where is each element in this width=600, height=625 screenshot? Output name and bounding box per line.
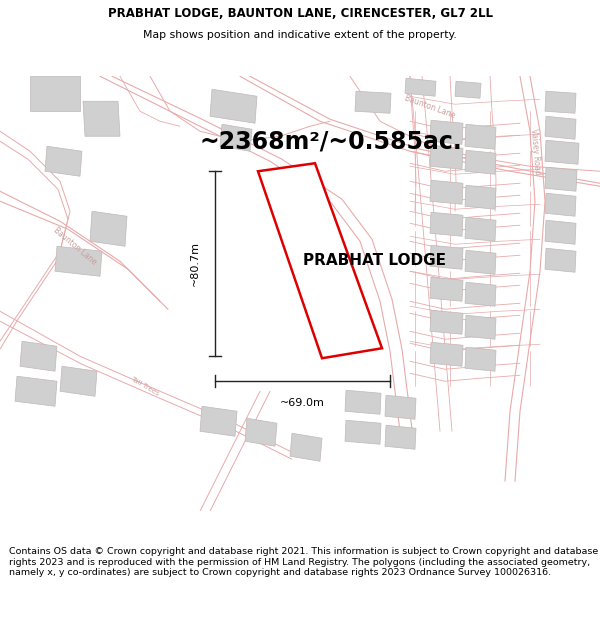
Polygon shape bbox=[90, 211, 127, 246]
Polygon shape bbox=[465, 150, 496, 174]
Polygon shape bbox=[55, 246, 102, 276]
Polygon shape bbox=[405, 78, 436, 96]
Text: Vaisey Road: Vaisey Road bbox=[529, 127, 542, 175]
Text: Tall Trees: Tall Trees bbox=[130, 376, 160, 397]
Polygon shape bbox=[465, 315, 496, 339]
Polygon shape bbox=[200, 406, 237, 436]
Polygon shape bbox=[430, 213, 463, 236]
Polygon shape bbox=[345, 390, 381, 414]
Polygon shape bbox=[385, 395, 416, 419]
Polygon shape bbox=[545, 91, 576, 113]
Text: Baunton Lane: Baunton Lane bbox=[52, 226, 98, 267]
Polygon shape bbox=[545, 193, 576, 216]
Polygon shape bbox=[430, 278, 463, 301]
Text: Map shows position and indicative extent of the property.: Map shows position and indicative extent… bbox=[143, 30, 457, 40]
Polygon shape bbox=[465, 124, 496, 149]
Polygon shape bbox=[465, 348, 496, 371]
Polygon shape bbox=[220, 124, 252, 151]
Text: Baunton Lane: Baunton Lane bbox=[404, 93, 457, 119]
Polygon shape bbox=[545, 116, 576, 139]
Text: Contains OS data © Crown copyright and database right 2021. This information is : Contains OS data © Crown copyright and d… bbox=[9, 548, 598, 577]
Polygon shape bbox=[385, 425, 416, 449]
Polygon shape bbox=[545, 248, 576, 272]
Polygon shape bbox=[430, 180, 463, 204]
Polygon shape bbox=[430, 310, 463, 334]
Text: ~2368m²/~0.585ac.: ~2368m²/~0.585ac. bbox=[200, 129, 463, 153]
Polygon shape bbox=[430, 145, 463, 169]
Text: Baunton Lane: Baunton Lane bbox=[297, 176, 319, 230]
Polygon shape bbox=[455, 81, 481, 98]
Polygon shape bbox=[20, 341, 57, 371]
Polygon shape bbox=[45, 146, 82, 176]
Polygon shape bbox=[345, 420, 381, 444]
Polygon shape bbox=[15, 376, 57, 406]
Polygon shape bbox=[290, 433, 322, 461]
Polygon shape bbox=[210, 89, 257, 123]
Polygon shape bbox=[30, 76, 80, 111]
Text: PRABHAT LODGE: PRABHAT LODGE bbox=[303, 253, 446, 268]
Text: ~69.0m: ~69.0m bbox=[280, 398, 325, 408]
Polygon shape bbox=[545, 168, 577, 191]
Polygon shape bbox=[355, 91, 391, 113]
Polygon shape bbox=[430, 342, 463, 366]
Polygon shape bbox=[430, 245, 463, 269]
Polygon shape bbox=[465, 217, 496, 241]
Polygon shape bbox=[430, 120, 463, 144]
Polygon shape bbox=[465, 185, 496, 209]
Text: PRABHAT LODGE, BAUNTON LANE, CIRENCESTER, GL7 2LL: PRABHAT LODGE, BAUNTON LANE, CIRENCESTER… bbox=[107, 7, 493, 19]
Polygon shape bbox=[83, 101, 120, 136]
Polygon shape bbox=[258, 163, 382, 358]
Polygon shape bbox=[60, 366, 97, 396]
Polygon shape bbox=[545, 140, 579, 164]
Polygon shape bbox=[245, 418, 277, 446]
Polygon shape bbox=[545, 220, 576, 244]
Polygon shape bbox=[465, 250, 496, 274]
Text: ~80.7m: ~80.7m bbox=[190, 241, 200, 286]
Polygon shape bbox=[465, 282, 496, 306]
